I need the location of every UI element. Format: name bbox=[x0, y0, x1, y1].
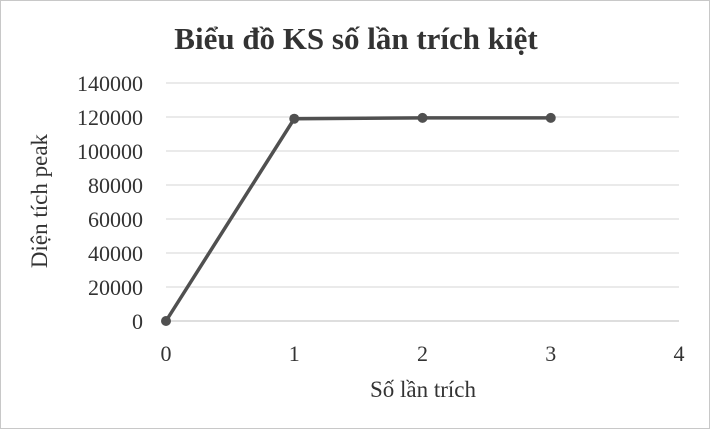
y-tick-label-0: 0 bbox=[132, 309, 143, 334]
y-tick-labels: 0 20000 40000 60000 80000 100000 120000 140000 bbox=[77, 71, 143, 334]
y-tick-label-4: 80000 bbox=[88, 173, 143, 198]
x-axis-label: Số lần trích bbox=[370, 377, 477, 402]
data-point-2 bbox=[417, 112, 428, 123]
series-layer bbox=[161, 112, 556, 326]
x-tick-label-2: 2 bbox=[417, 341, 428, 366]
x-tick-label-1: 1 bbox=[289, 341, 300, 366]
data-point-1 bbox=[289, 113, 300, 124]
chart-title: Biểu đồ KS số lần trích kiệt bbox=[174, 21, 538, 56]
x-tick-labels: 0 1 2 3 4 bbox=[161, 341, 685, 366]
series-0-line bbox=[164, 116, 551, 322]
y-tick-label-5: 100000 bbox=[77, 139, 143, 164]
x-tick-label-4: 4 bbox=[674, 341, 685, 366]
data-point-3 bbox=[545, 112, 556, 123]
y-axis-label: Diện tích peak bbox=[27, 133, 52, 268]
y-tick-label-2: 40000 bbox=[88, 241, 143, 266]
y-tick-label-6: 120000 bbox=[77, 105, 143, 130]
data-point-0 bbox=[161, 316, 171, 326]
y-tick-label-3: 60000 bbox=[88, 207, 143, 232]
y-tick-label-7: 140000 bbox=[77, 71, 143, 96]
x-tick-label-0: 0 bbox=[161, 341, 172, 366]
x-tick-label-3: 3 bbox=[545, 341, 556, 366]
y-tick-label-1: 20000 bbox=[88, 275, 143, 300]
